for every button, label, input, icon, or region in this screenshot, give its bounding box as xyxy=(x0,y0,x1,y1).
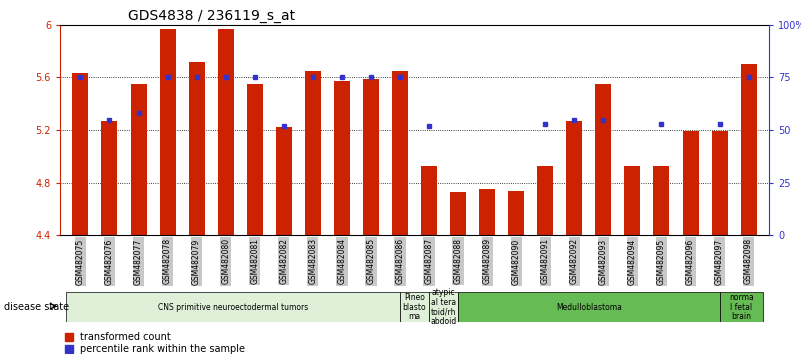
Text: GSM482082: GSM482082 xyxy=(280,238,288,284)
Bar xyxy=(595,84,611,235)
FancyBboxPatch shape xyxy=(66,292,400,322)
Text: GSM482080: GSM482080 xyxy=(221,238,230,284)
Bar xyxy=(102,121,118,235)
Text: GSM482092: GSM482092 xyxy=(570,238,579,284)
Bar xyxy=(421,166,437,235)
Text: GSM482095: GSM482095 xyxy=(657,238,666,285)
Bar xyxy=(682,131,698,235)
Text: GSM482094: GSM482094 xyxy=(628,238,637,285)
Text: GSM482077: GSM482077 xyxy=(134,238,143,285)
Text: GSM482086: GSM482086 xyxy=(396,238,405,284)
Text: Pineo
blasto
ma: Pineo blasto ma xyxy=(403,293,426,321)
Text: GSM482079: GSM482079 xyxy=(192,238,201,285)
FancyBboxPatch shape xyxy=(429,292,458,322)
Text: GSM482081: GSM482081 xyxy=(250,238,260,284)
Text: GSM482093: GSM482093 xyxy=(599,238,608,285)
FancyBboxPatch shape xyxy=(400,292,429,322)
Text: GSM482087: GSM482087 xyxy=(425,238,433,284)
Legend: transformed count, percentile rank within the sample: transformed count, percentile rank withi… xyxy=(65,332,245,354)
Text: CNS primitive neuroectodermal tumors: CNS primitive neuroectodermal tumors xyxy=(158,303,308,312)
Bar xyxy=(741,64,757,235)
FancyBboxPatch shape xyxy=(719,292,763,322)
Bar xyxy=(566,121,582,235)
Bar xyxy=(276,127,292,235)
Bar xyxy=(159,29,175,235)
Text: atypic
al tera
toid/rh
abdoid: atypic al tera toid/rh abdoid xyxy=(430,288,457,326)
Text: GSM482084: GSM482084 xyxy=(337,238,346,284)
Bar xyxy=(508,191,524,235)
Text: GSM482075: GSM482075 xyxy=(76,238,85,285)
Bar xyxy=(479,189,495,235)
Text: GSM482091: GSM482091 xyxy=(541,238,549,284)
Text: GSM482096: GSM482096 xyxy=(686,238,695,285)
Bar xyxy=(625,166,641,235)
Bar xyxy=(537,166,553,235)
Text: GSM482085: GSM482085 xyxy=(366,238,376,284)
Bar xyxy=(218,29,234,235)
Bar xyxy=(247,84,263,235)
Text: GDS4838 / 236119_s_at: GDS4838 / 236119_s_at xyxy=(128,9,296,23)
FancyBboxPatch shape xyxy=(458,292,719,322)
Bar xyxy=(334,81,350,235)
Text: norma
l fetal
brain: norma l fetal brain xyxy=(729,293,754,321)
Bar xyxy=(188,62,204,235)
Bar xyxy=(711,131,727,235)
Bar xyxy=(363,79,379,235)
Text: GSM482088: GSM482088 xyxy=(453,238,463,284)
Text: GSM482083: GSM482083 xyxy=(308,238,317,284)
Text: GSM482078: GSM482078 xyxy=(163,238,172,284)
Bar xyxy=(392,71,408,235)
Text: GSM482090: GSM482090 xyxy=(512,238,521,285)
Text: Medulloblastoma: Medulloblastoma xyxy=(556,303,622,312)
Text: GSM482076: GSM482076 xyxy=(105,238,114,285)
Bar xyxy=(450,192,466,235)
Text: GSM482089: GSM482089 xyxy=(483,238,492,284)
Text: GSM482098: GSM482098 xyxy=(744,238,753,284)
Bar xyxy=(72,74,88,235)
Bar xyxy=(131,84,147,235)
Bar xyxy=(305,71,321,235)
Text: GSM482097: GSM482097 xyxy=(715,238,724,285)
Bar xyxy=(654,166,670,235)
Text: disease state: disease state xyxy=(4,302,69,312)
